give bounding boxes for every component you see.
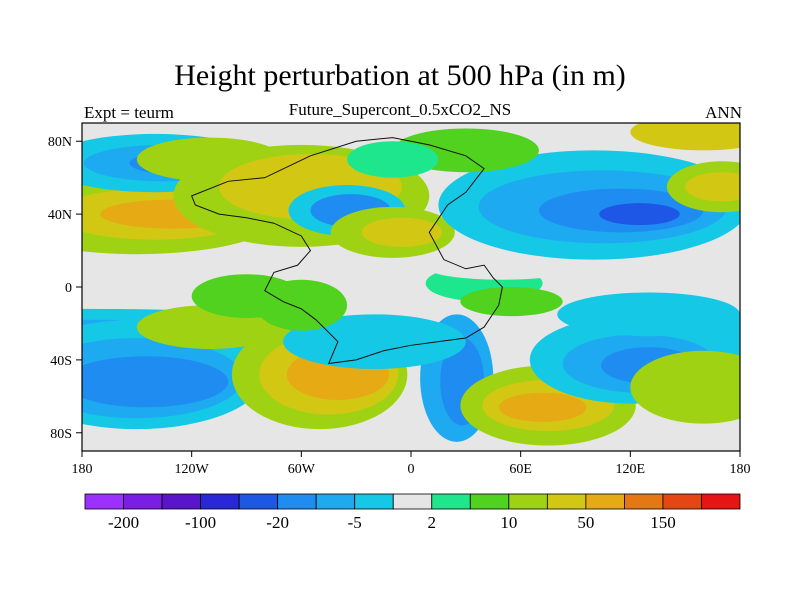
contour-patch	[498, 392, 587, 422]
colorbar-label: -20	[266, 513, 289, 532]
longitude-tick-label: 120W	[175, 462, 210, 477]
latitude-tick-label: 80S	[50, 427, 72, 442]
contour-patch	[630, 350, 740, 424]
colorbar-box	[701, 493, 741, 510]
colorbar-box	[238, 493, 279, 510]
longitude-tick-label: 180	[730, 462, 751, 477]
contour-patch	[460, 287, 563, 317]
colorbar-label: -200	[108, 513, 139, 532]
map-title: Height perturbation at 500 hPa (in m)	[174, 59, 626, 92]
contour-patch	[429, 257, 576, 280]
longitude-tick-label: 180	[72, 462, 93, 477]
coastline-outline	[191, 137, 503, 365]
map-subtitle: Future_Supercont_0.5xCO2_NS	[288, 100, 512, 119]
colorbar-box	[392, 493, 433, 510]
colorbar-label: -5	[348, 513, 362, 532]
colorbar-label: 50	[577, 513, 594, 532]
colorbar-box	[469, 493, 510, 510]
colorbar-box	[508, 493, 548, 510]
longitude-tick-label: 60E	[509, 462, 532, 477]
contour-patch	[255, 279, 348, 331]
contour-patch	[361, 217, 443, 247]
colorbar-box	[546, 493, 587, 510]
colorbar-box	[662, 493, 702, 510]
colorbar-box	[84, 493, 124, 510]
supercontinent-coastline	[191, 137, 503, 365]
contour-patch	[82, 356, 229, 408]
colorbar-box	[200, 493, 240, 510]
contour-patch	[685, 172, 740, 202]
contour-patch	[283, 314, 466, 369]
colorbar-box	[624, 493, 664, 510]
latitude-axis: 80N 40N 0 40S 80S	[48, 135, 82, 442]
colorbar-label: 10	[500, 513, 517, 532]
colorbar-box	[315, 493, 356, 510]
latitude-tick-label: 40N	[48, 208, 72, 223]
experiment-label: Expt = teurm	[84, 103, 174, 122]
colorbar-box	[585, 493, 625, 510]
latitude-tick-label: 40S	[50, 354, 72, 369]
contour-patch	[599, 203, 680, 226]
contour-patch	[557, 292, 740, 337]
longitude-tick-label: 0	[408, 462, 415, 477]
colorbar: -200 -100 -20 -5 2 10 50 150	[84, 493, 741, 532]
colorbar-box	[431, 493, 471, 510]
contour-field	[82, 123, 740, 446]
latitude-tick-label: 80N	[48, 135, 72, 150]
colorbar-label: 2	[428, 513, 437, 532]
contour-patch	[347, 141, 439, 178]
colorbar-box	[277, 493, 317, 510]
colorbar-box	[161, 493, 201, 510]
colorbar-label: -100	[185, 513, 216, 532]
season-label: ANN	[705, 103, 742, 122]
colorbar-label: 150	[650, 513, 676, 532]
contour-patch	[630, 123, 740, 151]
colorbar-box	[354, 493, 394, 510]
colorbar-box	[123, 493, 163, 510]
longitude-tick-label: 60W	[288, 462, 316, 477]
longitude-axis: 180 120W 60W 0 60E 120E 180	[72, 451, 751, 477]
longitude-tick-label: 120E	[616, 462, 646, 477]
latitude-tick-label: 0	[65, 281, 72, 296]
